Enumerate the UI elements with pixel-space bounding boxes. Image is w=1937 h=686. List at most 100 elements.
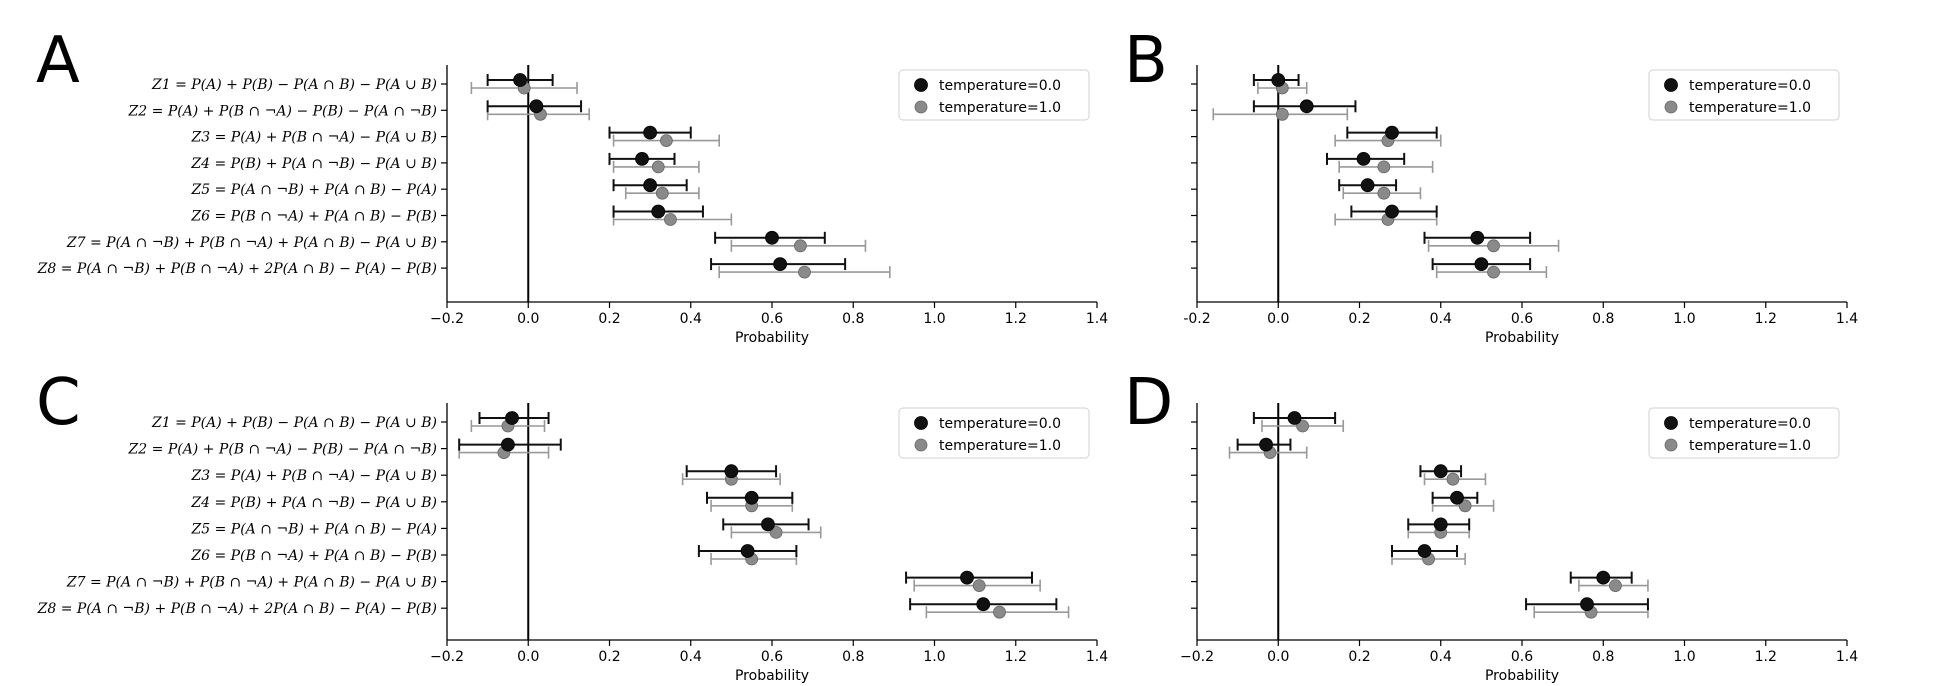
chart-2-legend-marker-t0 <box>1664 78 1678 92</box>
chart-1-row-label: Z5 = P(A ∩ ¬B) + P(A ∩ B) − P(A) <box>191 182 437 198</box>
chart-1-point-t0 <box>643 125 658 140</box>
chart-3-row-label: Z3 = P(A) + P(B ∩ ¬A) − P(A ∪ B) <box>191 468 437 484</box>
chart-2-point-t1 <box>1275 107 1289 121</box>
chart-3-x-tick-label: 1.0 <box>923 649 945 665</box>
chart-1-row-label: Z4 = P(B) + P(A ∩ ¬B) − P(A ∪ B) <box>190 156 437 172</box>
chart-4-point-t1 <box>1609 579 1622 592</box>
chart-2-x-tick-label: 0.2 <box>1348 311 1370 327</box>
chart-1-row-label: Z6 = P(B ∩ ¬A) + P(A ∩ B) − P(B) <box>190 209 437 225</box>
chart-2-point-t0 <box>1356 151 1371 166</box>
chart-2-point-t0 <box>1470 230 1485 245</box>
chart-4-x-tick-label: 1.0 <box>1673 649 1695 665</box>
chart-3-legend-marker-t0 <box>914 416 928 430</box>
chart-1-row-label: Z7 = P(A ∩ ¬B) + P(B ∩ ¬A) + P(A ∩ B) − … <box>66 235 437 251</box>
chart-3-point-t0 <box>761 517 775 532</box>
chart-4-x-tick-label: 0.4 <box>1430 649 1452 665</box>
chart-3-point-t1 <box>993 605 1006 619</box>
chart-1-x-tick-label: 0.6 <box>761 311 783 327</box>
chart-4-legend <box>1648 407 1840 459</box>
chart-1-row-label: Z1 = P(A) + P(B) − P(A ∩ B) − P(A ∪ B) <box>151 77 437 93</box>
chart-1-x-tick-label: 0.2 <box>598 311 620 327</box>
chart-3-row-label: Z2 = P(A) + P(B ∩ ¬A) − P(B) − P(A ∩ ¬B) <box>128 442 437 458</box>
chart-1-point-t1 <box>655 186 669 200</box>
chart-1-x-tick-label: 0.4 <box>680 311 702 327</box>
chart-4-point-t0 <box>1450 490 1464 505</box>
chart-4-x-tick-label: −0.2 <box>1180 649 1214 665</box>
chart-2-x-tick-label: 0.8 <box>1592 311 1614 327</box>
chart-4-legend-marker-t1 <box>1664 438 1678 452</box>
chart-4-x-tick-label: 0.8 <box>1592 649 1614 665</box>
chart-1-legend-marker-t1 <box>914 100 928 114</box>
chart-4-point-t0 <box>1596 570 1611 585</box>
chart-3-row-label: Z6 = P(B ∩ ¬A) + P(A ∩ B) − P(B) <box>190 548 437 564</box>
chart-3-point-t0 <box>724 464 739 479</box>
chart-4-x-label: Probability <box>1485 668 1559 684</box>
chart-4-point-t1 <box>1446 472 1460 486</box>
chart-2-x-tick-label: 0.0 <box>1267 311 1289 327</box>
chart-2-point-t0 <box>1385 204 1399 219</box>
chart-2-x-tick-label: 1.2 <box>1755 311 1777 327</box>
chart-3-x-tick-label: 0.0 <box>517 649 539 665</box>
chart-1-x-tick-label: 0.8 <box>842 311 864 327</box>
chart-1-point-t0 <box>635 151 649 166</box>
panel-letter-d: D <box>1124 366 1173 440</box>
chart-4-point-t0 <box>1580 597 1594 612</box>
chart-1-legend-label-t0: temperature=0.0 <box>939 78 1061 94</box>
chart-2-point-t0 <box>1299 99 1314 114</box>
chart-3-legend-marker-t1 <box>914 438 928 452</box>
chart-3-point-t1 <box>769 526 783 539</box>
chart-4-legend-marker-t0 <box>1664 416 1678 430</box>
chart-1-legend <box>898 69 1090 121</box>
chart-3-point-t0 <box>505 411 519 425</box>
chart-2-point-t0 <box>1474 257 1489 272</box>
chart-1-point-t0 <box>765 230 779 245</box>
chart-4-point-t0 <box>1287 411 1302 425</box>
chart-1-x-tick-label: 1.4 <box>1086 311 1108 327</box>
chart-2-point-t0 <box>1271 73 1286 87</box>
chart-3-point-t0 <box>744 490 759 505</box>
chart-2-legend-label-t0: temperature=0.0 <box>1689 78 1811 94</box>
chart-1-x-label: Probability <box>735 330 809 346</box>
chart-1-row-label: Z2 = P(A) + P(B ∩ ¬A) − P(B) − P(A ∩ ¬B) <box>128 103 437 119</box>
panel-letter-a: A <box>36 24 80 98</box>
chart-4-x-tick-label: 1.2 <box>1755 649 1777 665</box>
chart-3-x-tick-label: 1.2 <box>1005 649 1027 665</box>
chart-3-row-label: Z1 = P(A) + P(B) − P(A ∩ B) − P(A ∪ B) <box>151 415 437 431</box>
chart-1-point-t0 <box>643 178 658 193</box>
chart-4-point-t0 <box>1259 437 1273 452</box>
chart-1-point-t0 <box>773 257 788 272</box>
chart-2-point-t1 <box>1377 186 1391 200</box>
chart-3-x-tick-label: 0.4 <box>680 649 702 665</box>
chart-1-point-t1 <box>659 134 673 148</box>
chart-1-legend-marker-t0 <box>914 78 928 92</box>
chart-4-x-tick-label: 1.4 <box>1836 649 1858 665</box>
chart-2-point-t1 <box>1487 265 1500 279</box>
chart-1-point-t1 <box>798 265 811 279</box>
chart-4-x-tick-label: 0.0 <box>1267 649 1289 665</box>
chart-2-legend-label-t1: temperature=1.0 <box>1689 100 1811 116</box>
chart-3-point-t0 <box>501 437 515 452</box>
chart-3-row-label: Z8 = P(A ∩ ¬B) + P(B ∩ ¬A) + 2P(A ∩ B) −… <box>37 601 437 617</box>
chart-3-point-t0 <box>740 544 755 558</box>
chart-2-x-tick-label: 0.4 <box>1430 311 1452 327</box>
chart-1-point-t0 <box>529 99 544 114</box>
chart-3-legend <box>898 407 1090 459</box>
chart-4-point-t1 <box>1458 499 1472 513</box>
chart-1-point-t1 <box>651 160 665 174</box>
chart-4-x-tick-label: 0.2 <box>1348 649 1370 665</box>
chart-2-point-t0 <box>1385 125 1399 140</box>
chart-2-x-label: Probability <box>1485 330 1559 346</box>
chart-2-point-t1 <box>1487 239 1500 253</box>
chart-2-x-tick-label: -0.2 <box>1183 311 1210 327</box>
chart-2-x-tick-label: 0.6 <box>1511 311 1533 327</box>
chart-1-point-t1 <box>794 239 807 253</box>
chart-2-x-tick-label: 1.4 <box>1836 311 1858 327</box>
chart-1-row-label: Z3 = P(A) + P(B ∩ ¬A) − P(A ∪ B) <box>191 130 437 146</box>
chart-3-x-tick-label: −0.2 <box>430 649 464 665</box>
chart-3-x-tick-label: 0.8 <box>842 649 864 665</box>
chart-3-x-tick-label: 1.4 <box>1086 649 1108 665</box>
chart-4-point-t1 <box>1296 419 1310 433</box>
chart-1-point-t0 <box>513 73 528 87</box>
chart-4-point-t0 <box>1433 517 1448 532</box>
